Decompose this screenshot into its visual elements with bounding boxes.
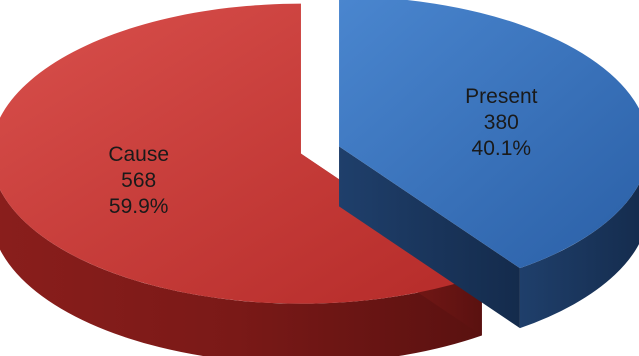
data-label-cause-percent: 59.9% [109, 195, 169, 218]
pie-slice-face-present-1 [339, 146, 520, 329]
pie-slice-side-present [519, 184, 639, 329]
data-label-present-percent: 40.1% [472, 137, 532, 160]
pie-slice-top-cause [0, 3, 482, 304]
data-label-cause-label: Cause [108, 143, 169, 166]
pie-slice-top-present [339, 0, 639, 269]
data-label-cause-value-text: 568 [121, 169, 156, 192]
data-label-present-label: Present [465, 85, 538, 108]
data-label-present-value-text: 380 [484, 111, 519, 134]
pie-slice-present [339, 0, 639, 329]
pie-slice-side-cause [0, 189, 482, 356]
